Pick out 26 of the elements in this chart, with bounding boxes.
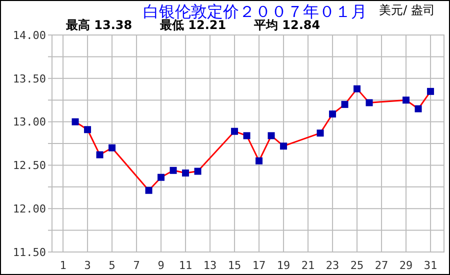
- text: 最高 13.38: [65, 18, 132, 32]
- x-tick-label: 11: [178, 259, 192, 272]
- x-tick-label: 23: [326, 259, 340, 272]
- x-tick-label: 21: [301, 259, 315, 272]
- y-tick-label: 13.00: [12, 116, 46, 129]
- y-tick-label: 14.00: [12, 28, 46, 42]
- x-tick-label: 5: [108, 259, 116, 272]
- x-tick-label: 31: [424, 259, 438, 272]
- text: 最低 12.21: [159, 18, 226, 32]
- x-tick-label: 27: [374, 259, 388, 272]
- x-tick-label: 3: [84, 259, 91, 272]
- x-tick-label: 19: [276, 259, 290, 272]
- x-tick-label: 15: [228, 259, 242, 272]
- y-tick-label: 13.50: [12, 72, 46, 86]
- x-tick-label: 17: [252, 259, 266, 272]
- x-tick-label: 1: [60, 259, 66, 272]
- x-tick-label: 7: [133, 259, 140, 272]
- x-tick-label: 9: [158, 259, 164, 272]
- x-tick-label: 13: [203, 259, 217, 272]
- text: 美元/ 盎司: [379, 3, 435, 17]
- x-tick-label: 29: [399, 259, 413, 272]
- x-tick-label: 25: [350, 259, 364, 272]
- y-tick-label: 12.50: [12, 159, 46, 172]
- text: 平均 12.84: [253, 18, 320, 32]
- y-tick-label: 12.00: [12, 202, 46, 216]
- y-tick-label: 11.50: [12, 246, 46, 259]
